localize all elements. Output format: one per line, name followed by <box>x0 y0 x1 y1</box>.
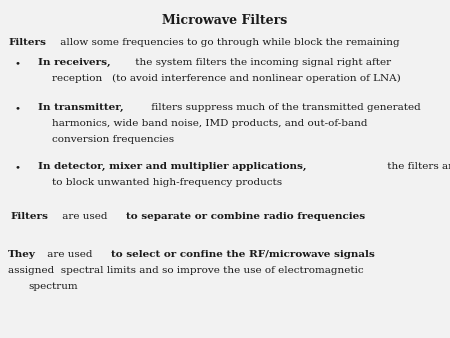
Text: spectrum: spectrum <box>28 282 77 291</box>
Text: •: • <box>15 163 21 172</box>
Text: are used: are used <box>59 212 111 221</box>
Text: In receivers,: In receivers, <box>38 58 111 67</box>
Text: assigned  spectral limits and so improve the use of electromagnetic: assigned spectral limits and so improve … <box>8 266 364 275</box>
Text: Filters: Filters <box>10 212 48 221</box>
Text: to block unwanted high-frequency products: to block unwanted high-frequency product… <box>52 178 282 187</box>
Text: •: • <box>15 104 21 113</box>
Text: conversion frequencies: conversion frequencies <box>52 135 174 144</box>
Text: In detector, mixer and multiplier applications,: In detector, mixer and multiplier applic… <box>38 162 306 171</box>
Text: filters suppress much of the transmitted generated: filters suppress much of the transmitted… <box>148 103 421 112</box>
Text: the system filters the incoming signal right after: the system filters the incoming signal r… <box>132 58 391 67</box>
Text: the filters are used: the filters are used <box>384 162 450 171</box>
Text: •: • <box>15 59 21 68</box>
Text: In transmitter,: In transmitter, <box>38 103 124 112</box>
Text: to separate or combine radio frequencies: to separate or combine radio frequencies <box>126 212 365 221</box>
Text: allow some frequencies to go through while block the remaining: allow some frequencies to go through whi… <box>57 38 400 47</box>
Text: reception   (to avoid interference and nonlinear operation of LNA): reception (to avoid interference and non… <box>52 74 401 83</box>
Text: harmonics, wide band noise, IMD products, and out-of-band: harmonics, wide band noise, IMD products… <box>52 119 368 128</box>
Text: Filters: Filters <box>8 38 46 47</box>
Text: They: They <box>8 250 36 259</box>
Text: are used: are used <box>44 250 96 259</box>
Text: to select or confine the RF/microwave signals: to select or confine the RF/microwave si… <box>111 250 374 259</box>
Text: Microwave Filters: Microwave Filters <box>162 14 288 27</box>
